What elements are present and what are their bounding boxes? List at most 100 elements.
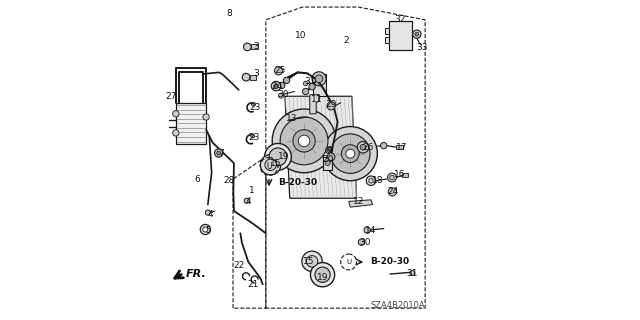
- Circle shape: [309, 84, 316, 90]
- Circle shape: [269, 148, 287, 166]
- Circle shape: [341, 145, 359, 163]
- Bar: [402, 173, 408, 177]
- Circle shape: [264, 143, 291, 170]
- Text: 8: 8: [227, 9, 232, 18]
- Circle shape: [360, 144, 366, 150]
- Text: U: U: [266, 162, 272, 171]
- Text: 30: 30: [359, 238, 371, 247]
- Text: 4: 4: [207, 210, 213, 219]
- Text: 19: 19: [317, 273, 329, 282]
- Text: 4: 4: [246, 197, 251, 206]
- Circle shape: [316, 75, 323, 83]
- Circle shape: [274, 84, 278, 88]
- Text: 7: 7: [218, 149, 224, 158]
- Bar: [396, 145, 403, 148]
- Circle shape: [358, 239, 365, 245]
- Text: 16: 16: [394, 170, 405, 179]
- Text: 30: 30: [278, 90, 289, 99]
- Text: 9: 9: [326, 146, 332, 155]
- Text: 12: 12: [353, 197, 364, 206]
- Circle shape: [303, 81, 308, 86]
- Circle shape: [280, 117, 328, 165]
- Text: 19: 19: [278, 152, 289, 161]
- Text: 18: 18: [372, 176, 383, 185]
- Text: 26: 26: [362, 143, 374, 152]
- Text: 11: 11: [311, 95, 323, 104]
- Text: 6: 6: [195, 175, 200, 184]
- Circle shape: [217, 151, 221, 155]
- Circle shape: [410, 270, 415, 276]
- Circle shape: [310, 263, 335, 287]
- Circle shape: [203, 114, 209, 120]
- Text: B-20-30: B-20-30: [278, 179, 317, 188]
- Circle shape: [278, 82, 285, 89]
- Text: 27: 27: [166, 92, 177, 101]
- Circle shape: [173, 111, 179, 117]
- Circle shape: [205, 210, 211, 215]
- Text: 31: 31: [406, 268, 418, 278]
- Text: 28: 28: [223, 176, 235, 185]
- Text: 21: 21: [248, 280, 259, 289]
- Text: 5: 5: [205, 226, 211, 235]
- Circle shape: [381, 142, 387, 149]
- Circle shape: [173, 130, 179, 136]
- Text: 24: 24: [388, 188, 399, 196]
- Bar: [390, 21, 412, 50]
- Circle shape: [315, 267, 330, 282]
- Circle shape: [251, 134, 255, 138]
- Text: U: U: [346, 259, 351, 265]
- Circle shape: [346, 149, 355, 158]
- Polygon shape: [313, 74, 326, 96]
- Circle shape: [366, 176, 376, 186]
- Circle shape: [415, 32, 419, 36]
- Circle shape: [298, 135, 310, 147]
- Circle shape: [244, 198, 249, 203]
- Bar: [176, 103, 206, 144]
- Text: 25: 25: [275, 66, 286, 75]
- Text: 29: 29: [326, 100, 337, 109]
- Circle shape: [327, 102, 335, 110]
- Circle shape: [327, 149, 330, 152]
- Text: B-20-30: B-20-30: [370, 258, 409, 267]
- Circle shape: [330, 134, 370, 173]
- Text: FR.: FR.: [186, 269, 207, 279]
- Text: 14: 14: [365, 226, 377, 235]
- Circle shape: [388, 173, 396, 182]
- Circle shape: [203, 227, 208, 232]
- Circle shape: [272, 109, 336, 173]
- Circle shape: [364, 227, 371, 233]
- Text: 3: 3: [253, 69, 259, 78]
- Circle shape: [388, 188, 396, 196]
- Circle shape: [271, 81, 281, 91]
- Text: 15: 15: [269, 159, 281, 168]
- Text: SZA4B2010A: SZA4B2010A: [371, 301, 425, 310]
- Text: 20: 20: [323, 156, 333, 164]
- Circle shape: [214, 149, 223, 157]
- Bar: [385, 37, 390, 43]
- Circle shape: [357, 141, 369, 153]
- Circle shape: [284, 77, 290, 84]
- Circle shape: [243, 73, 250, 81]
- Circle shape: [303, 88, 309, 95]
- Polygon shape: [285, 96, 356, 198]
- Text: 15: 15: [303, 258, 315, 267]
- Circle shape: [265, 159, 276, 171]
- Circle shape: [293, 130, 316, 152]
- Circle shape: [260, 155, 281, 175]
- Circle shape: [323, 126, 378, 181]
- Text: 33: 33: [416, 43, 428, 52]
- Text: 1: 1: [248, 186, 254, 195]
- Bar: [251, 44, 257, 50]
- Circle shape: [307, 256, 318, 267]
- Circle shape: [244, 43, 251, 51]
- Circle shape: [278, 93, 284, 98]
- Polygon shape: [349, 200, 372, 207]
- Text: 3: 3: [253, 42, 259, 52]
- Text: 10: 10: [295, 31, 307, 40]
- Polygon shape: [310, 95, 319, 114]
- Circle shape: [413, 30, 421, 38]
- Text: 32: 32: [394, 15, 405, 24]
- Text: 23: 23: [249, 103, 260, 112]
- Text: 24: 24: [271, 82, 283, 91]
- Circle shape: [325, 161, 330, 166]
